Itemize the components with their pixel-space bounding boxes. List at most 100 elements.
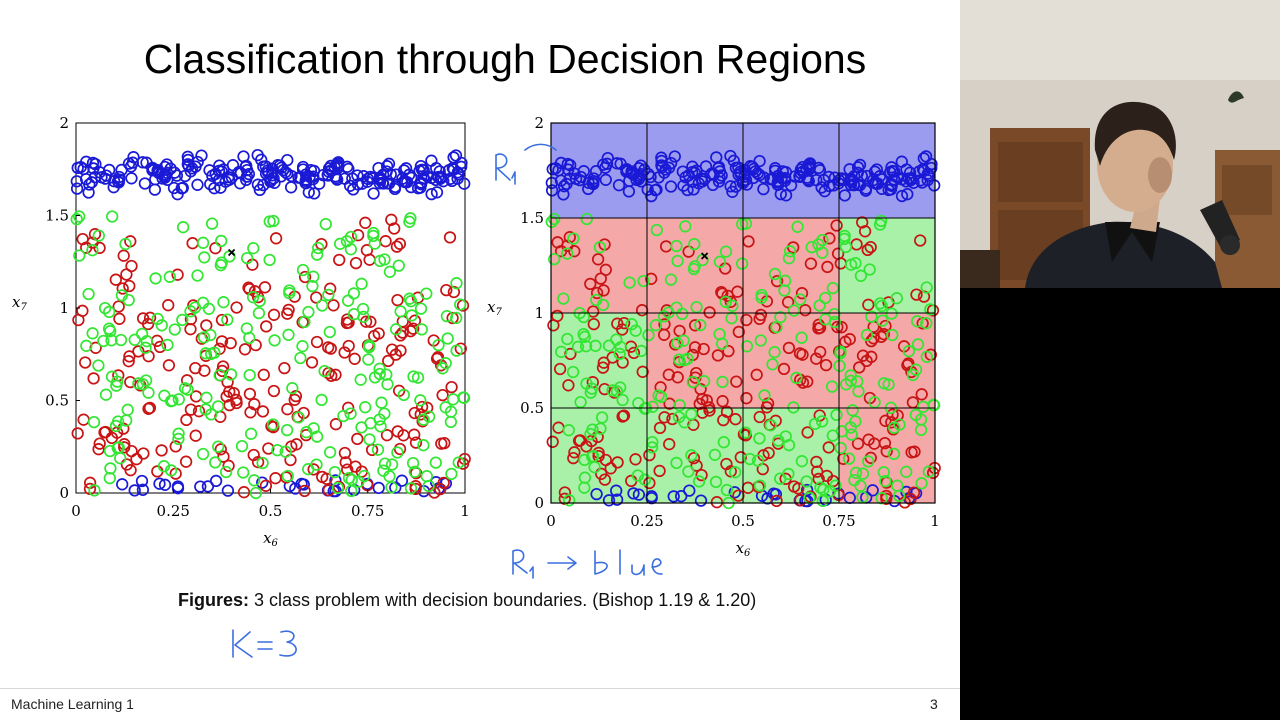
data-point-green [373,367,386,381]
data-point-green [578,471,592,484]
data-point-red [257,368,270,381]
data-point-green [266,418,280,431]
left-scatter-points [70,148,471,500]
data-point-red [734,451,747,464]
data-point-green [579,340,593,353]
data-point-green [795,331,808,344]
data-point-blue [299,168,313,181]
data-point-blue [217,163,230,176]
data-point-green [310,248,324,261]
data-point-green [678,353,691,367]
data-point-green [414,394,427,407]
data-point-blue [308,187,321,200]
data-point-blue [111,175,125,188]
footer-page-number: 3 [930,696,938,712]
data-point-blue [136,483,150,496]
data-point-green [563,494,576,507]
slide-title: Classification through Decision Regions [143,36,867,82]
data-point-green [772,434,785,447]
data-point-red [666,412,679,426]
data-point-green [205,408,218,421]
data-point-green [92,359,105,372]
data-point-blue [627,487,640,500]
data-point-blue [614,157,627,170]
data-point-blue [623,174,636,187]
data-point-blue [214,181,227,194]
data-point-blue [259,167,273,180]
data-point-red [393,442,407,456]
x-tick-label: 0.5 [731,512,755,530]
data-point-green [450,277,463,290]
data-point-green [846,404,859,417]
data-point-blue [405,171,418,184]
query-point-marker [227,248,236,257]
data-point-red [880,492,893,505]
data-point-blue [395,474,409,487]
data-point-green [917,400,930,413]
data-point-blue [347,183,360,196]
data-point-red [421,401,434,414]
data-point-green [670,239,683,253]
data-point-green [914,413,928,426]
data-point-green [719,295,732,309]
data-point-green [677,334,690,347]
data-point-green [244,427,258,440]
data-point-red [547,319,560,332]
data-point-green [678,416,691,429]
hand-r1-stroke [495,143,557,185]
data-point-blue [818,185,831,198]
data-point-green [685,449,698,462]
data-point-green [567,232,580,245]
data-point-green [751,454,765,467]
data-point-green [614,340,628,354]
data-point-green [844,374,858,387]
data-point-red [348,352,361,365]
data-point-green [561,332,574,346]
data-point-green [340,235,354,248]
data-point-red [93,241,106,255]
data-point-green [842,452,856,465]
data-point-red [359,216,372,229]
data-point-red [192,405,206,418]
data-point-blue [372,161,385,175]
data-point-red [125,444,138,458]
data-point-green [347,307,361,321]
data-point-red [587,305,600,318]
data-point-red [351,432,364,446]
data-point-blue [331,173,344,186]
data-point-blue [753,168,766,182]
data-point-red [162,299,175,312]
data-point-red [443,231,457,244]
data-point-red [861,243,874,257]
data-point-green [196,296,210,309]
data-point-blue [70,182,84,195]
data-point-green [307,422,320,435]
data-point-green [249,486,263,500]
data-point-green [408,465,421,478]
data-point-green [373,362,386,375]
data-point-green [111,415,125,428]
data-point-blue [724,180,737,193]
data-point-green [602,339,616,352]
data-point-red [184,323,197,336]
data-point-green [906,368,920,382]
data-point-green [172,427,185,440]
data-point-red [546,435,559,448]
data-point-red [315,237,328,251]
data-point-red [117,249,130,262]
data-point-red [584,277,597,291]
data-point-green [429,456,442,469]
y-tick-label: 2 [534,114,544,132]
data-point-green [106,210,119,223]
data-point-green [740,340,754,353]
data-point-green [404,212,417,225]
data-point-blue [815,181,828,194]
data-point-blue [194,480,207,493]
y-tick-label: 0.5 [520,399,544,417]
data-point-green [163,270,176,283]
data-point-green [404,482,418,495]
data-point-red [169,440,182,453]
data-point-red [740,392,753,405]
data-point-red [437,476,450,490]
data-point-green [139,374,153,387]
